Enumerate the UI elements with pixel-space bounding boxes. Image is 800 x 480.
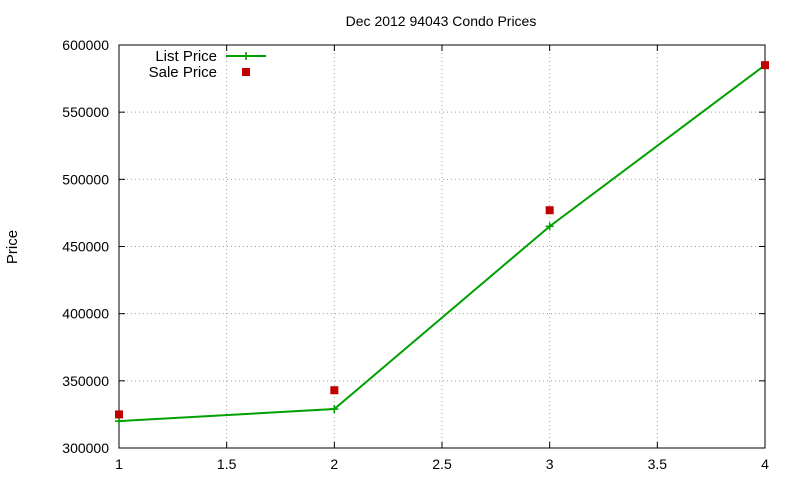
- x-tick-label: 3: [546, 456, 554, 472]
- x-tick-label: 3.5: [648, 456, 668, 472]
- sale-price-point: [115, 410, 123, 419]
- legend-marker-sale-price: [242, 68, 250, 76]
- series-layer: [115, 61, 769, 426]
- legend-label-sale-price: Sale Price: [149, 64, 217, 81]
- x-tick-label: 2: [330, 456, 338, 472]
- sale-price-point: [545, 206, 554, 215]
- y-tick-label: 400000: [62, 306, 109, 322]
- sale-price-point: [761, 61, 769, 70]
- y-axis-label: Price: [4, 230, 21, 264]
- y-tick-label: 500000: [62, 171, 109, 187]
- grid: [119, 45, 765, 448]
- y-tick-label: 600000: [62, 37, 109, 53]
- x-tick-label: 2.5: [432, 456, 452, 472]
- legend-label-list-price: List Price: [155, 48, 217, 65]
- x-tick-label: 4: [761, 456, 769, 472]
- list-price-point: [115, 417, 123, 426]
- chart-title: Dec 2012 94043 Condo Prices: [346, 13, 537, 29]
- list-price-point: [545, 222, 554, 231]
- sale-price-point: [330, 386, 339, 395]
- list-price-point: [330, 405, 339, 414]
- legend-marker-list-price: [242, 52, 250, 60]
- y-tick-label: 350000: [62, 373, 109, 389]
- y-tick-label: 450000: [62, 239, 109, 255]
- y-tick-label: 300000: [62, 440, 109, 456]
- x-tick-label: 1.5: [217, 456, 237, 472]
- list-price-line: [118, 64, 766, 423]
- axis-ticks: 1 1.5 2 2.5 3 3.5 4 300000 350000 400000 450000 500…: [62, 37, 769, 472]
- y-tick-label: 550000: [62, 104, 109, 120]
- x-tick-label: 1: [115, 456, 123, 472]
